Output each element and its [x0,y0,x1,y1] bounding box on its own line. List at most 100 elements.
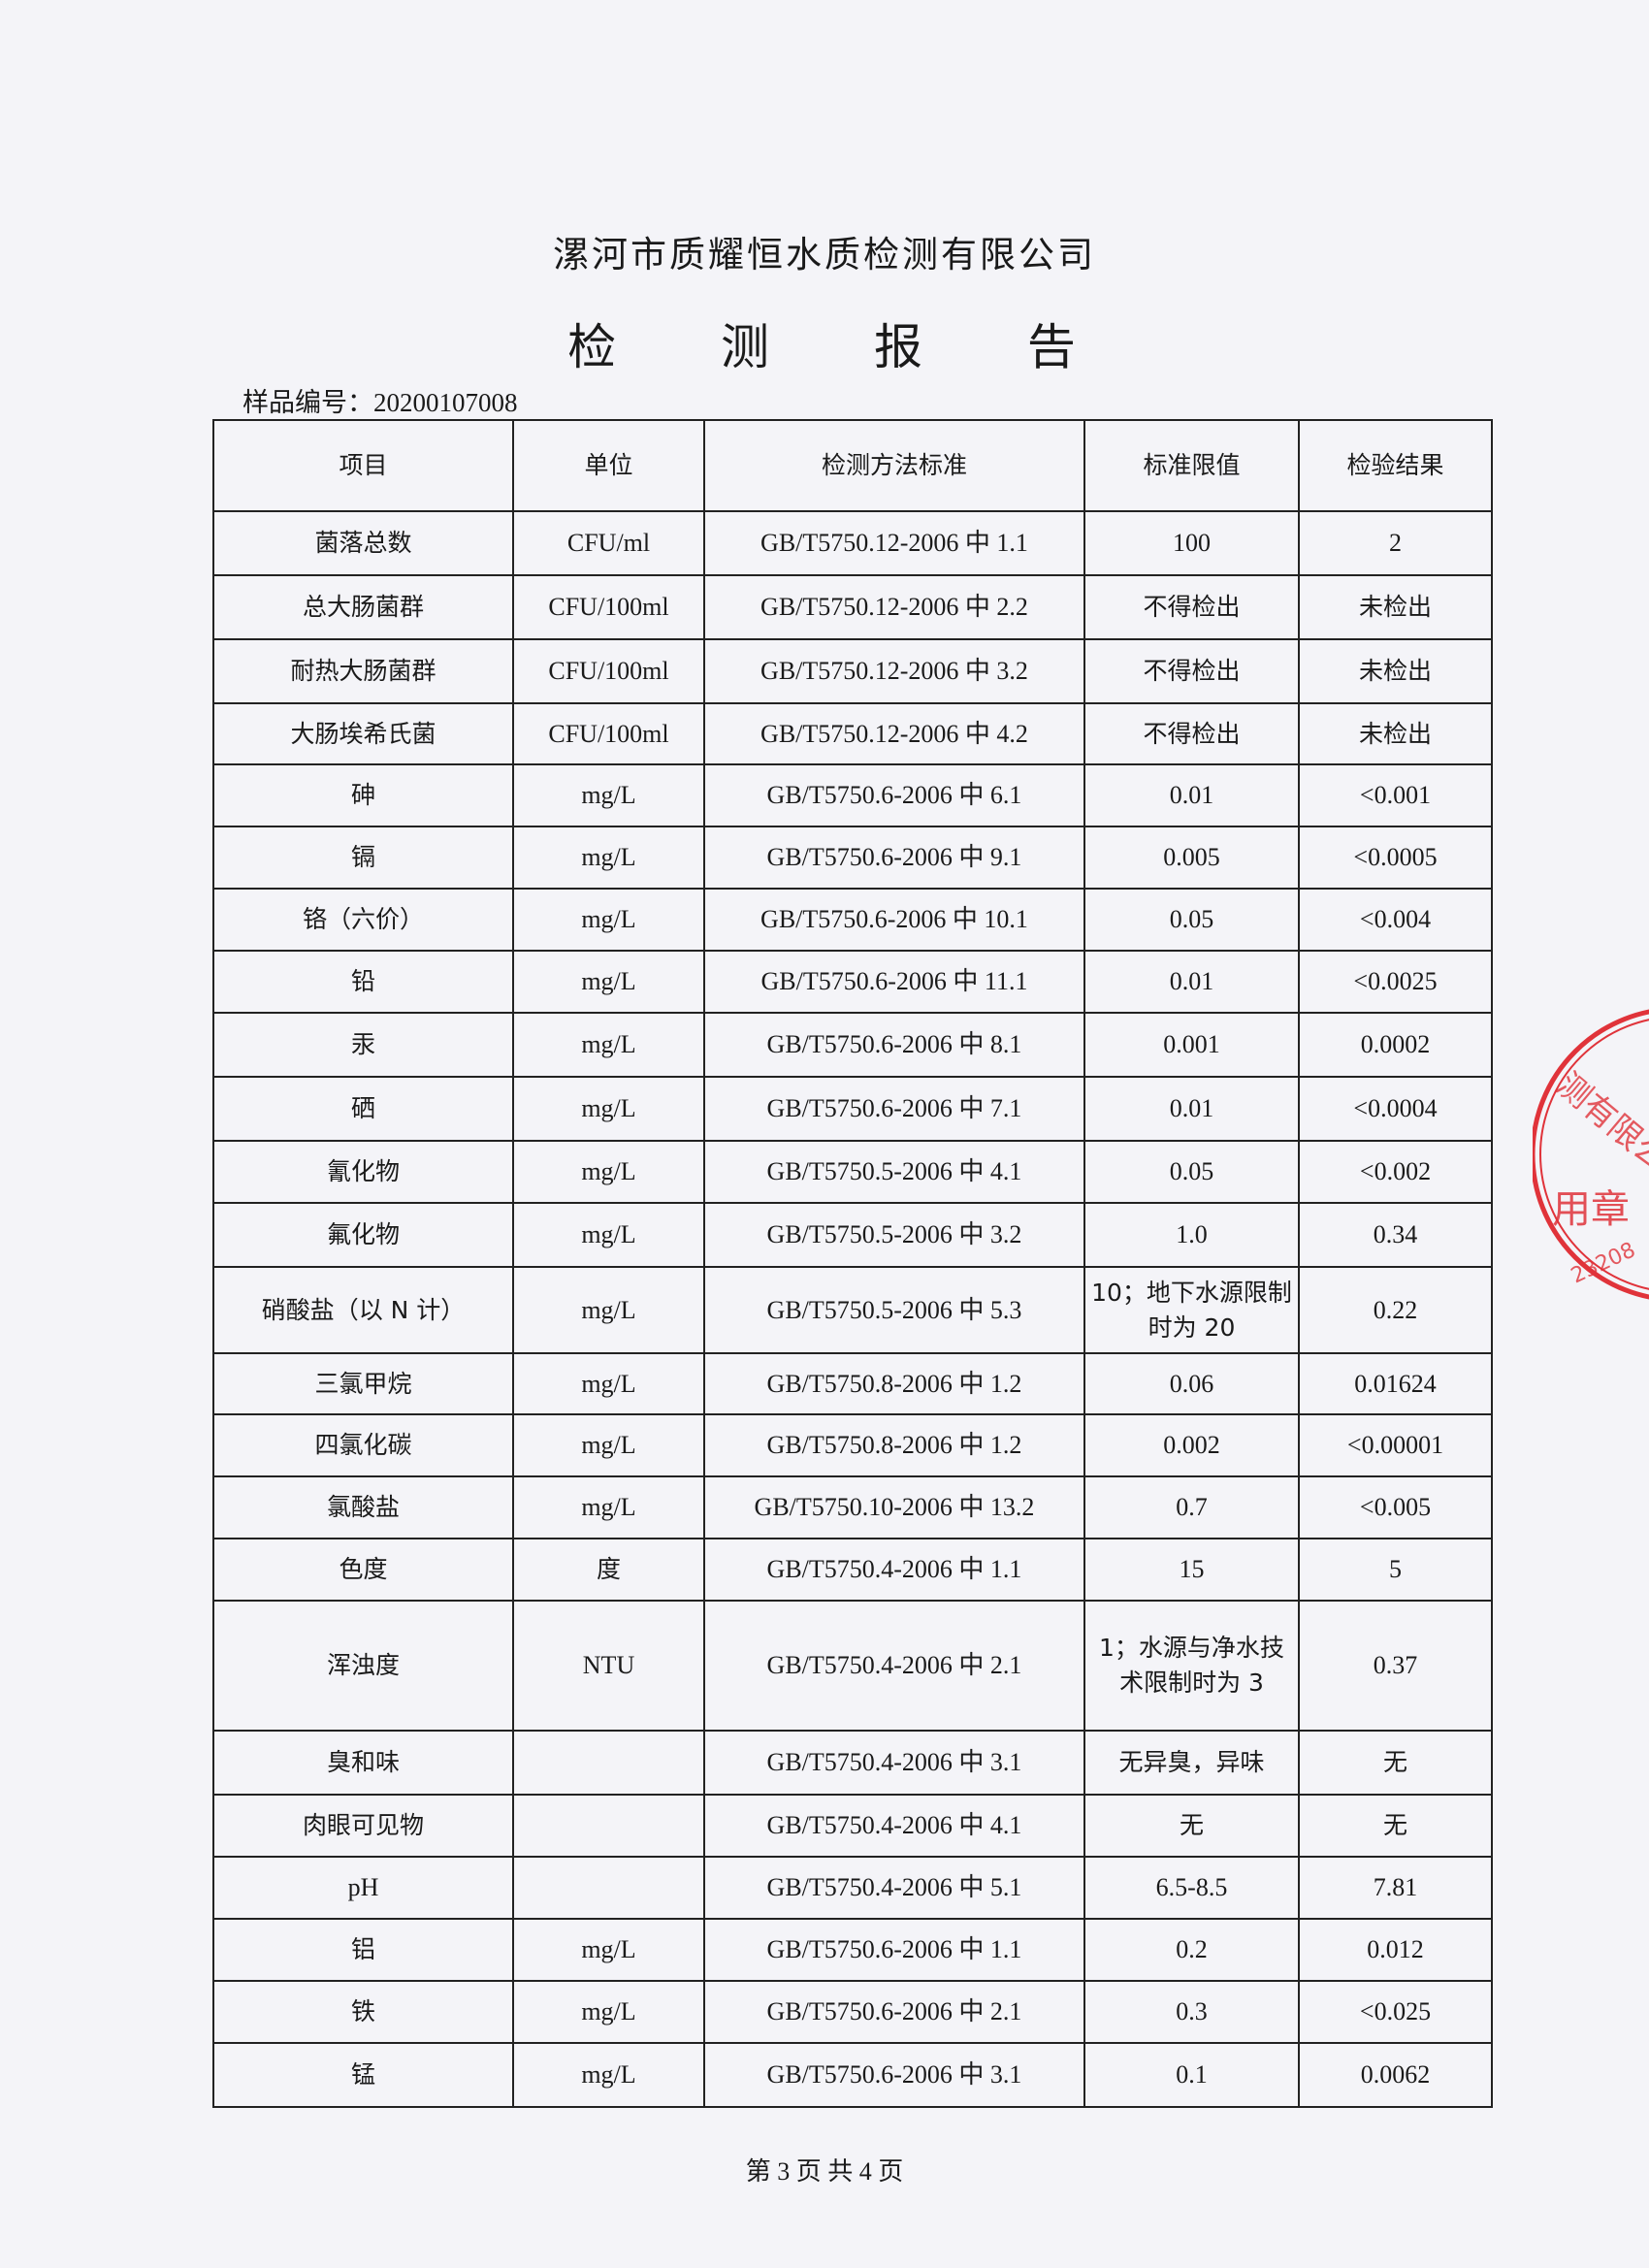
cell-method: GB/T5750.6-2006 中 2.1 [703,1980,1085,2044]
results-table: 项目 单位 检测方法标准 标准限值 检验结果 菌落总数 CFU/ml GB/T575… [212,419,1493,2108]
table-row: 大肠埃希氏菌 CFU/100ml GB/T5750.12-2006 中 4.2 不得检… [212,702,1493,765]
cell-item: 硝酸盐（以 N 计） [212,1266,514,1354]
cell-unit: mg/L [512,1140,705,1204]
cell-unit: CFU/ml [512,510,705,576]
cell-limit: 100 [1083,510,1300,576]
table-row: 浑浊度 NTU GB/T5750.4-2006 中 2.1 1；水源与净水技术限制时为… [212,1600,1493,1732]
cell-item: 总大肠菌群 [212,574,514,640]
cell-limit: 0.05 [1083,888,1300,952]
company-seal: 用章 测有限公 23208 [1533,1009,1649,1300]
cell-unit: mg/L [512,1980,705,2044]
cell-item: 锰 [212,2042,514,2108]
cell-result: <0.0004 [1298,1076,1493,1142]
cell-limit: 1；水源与净水技术限制时为 3 [1083,1600,1300,1732]
cell-limit: 0.7 [1083,1475,1300,1539]
cell-item: 四氯化碳 [212,1413,514,1477]
cell-unit: CFU/100ml [512,702,705,765]
cell-item: 三氯甲烷 [212,1352,514,1415]
cell-result: 0.01624 [1298,1352,1493,1415]
cell-unit: mg/L [512,2042,705,2108]
cell-limit: 10；地下水源限制时为 20 [1083,1266,1300,1354]
cell-limit: 0.001 [1083,1012,1300,1078]
col-limit: 标准限值 [1083,419,1300,512]
cell-item: 臭和味 [212,1730,514,1796]
cell-unit [512,1730,705,1796]
cell-result: 0.37 [1298,1600,1493,1732]
cell-result: <0.002 [1298,1140,1493,1204]
table-row: 臭和味 GB/T5750.4-2006 中 3.1 无异臭，异味无 [212,1730,1493,1796]
cell-limit: 不得检出 [1083,574,1300,640]
company-name: 漯河市质耀恒水质检测有限公司 [553,234,1096,275]
table-row: 锰 mg/L GB/T5750.6-2006 中 3.1 0.1 0.0062 [212,2042,1493,2108]
cell-method: GB/T5750.4-2006 中 3.1 [703,1730,1085,1796]
cell-item: 氰化物 [212,1140,514,1204]
cell-method: GB/T5750.6-2006 中 10.1 [703,888,1085,952]
table-row: 四氯化碳 mg/L GB/T5750.8-2006 中 1.2 0.002 <0.000… [212,1413,1493,1477]
table-row: 耐热大肠菌群 CFU/100ml GB/T5750.12-2006 中 3.2 不得检… [212,638,1493,704]
cell-result: 7.81 [1298,1856,1493,1920]
table-row: 铁 mg/L GB/T5750.6-2006 中 2.1 0.3 <0.025 [212,1980,1493,2044]
table-row: 色度度 GB/T5750.4-2006 中 1.1 15 5 [212,1538,1493,1602]
cell-method: GB/T5750.6-2006 中 9.1 [703,826,1085,890]
cell-item: 氟化物 [212,1202,514,1268]
cell-item: 菌落总数 [212,510,514,576]
table-row: 砷 mg/L GB/T5750.6-2006 中 6.1 0.01 <0.001 [212,763,1493,827]
cell-unit: CFU/100ml [512,638,705,704]
table-row: 三氯甲烷 mg/L GB/T5750.8-2006 中 1.2 0.06 0.01624 [212,1352,1493,1415]
cell-result: <0.00001 [1298,1413,1493,1477]
table-row: 硝酸盐（以 N 计） mg/L GB/T5750.5-2006 中 5.3 10；地下… [212,1266,1493,1354]
sample-label: 样品编号： [242,388,373,418]
cell-unit: mg/L [512,1266,705,1354]
report-title: 检 测 报 告 [567,319,1120,375]
col-item: 项目 [212,419,514,512]
cell-result: <0.001 [1298,763,1493,827]
cell-limit: 不得检出 [1083,638,1300,704]
table-row: 硒 mg/L GB/T5750.6-2006 中 7.1 0.01 <0.0004 [212,1076,1493,1142]
table-header-row: 项目 单位 检测方法标准 标准限值 检验结果 [212,419,1493,512]
cell-limit: 无异臭，异味 [1083,1730,1300,1796]
cell-item: 肉眼可见物 [212,1794,514,1858]
cell-item: 铝 [212,1918,514,1982]
cell-unit: 度 [512,1538,705,1602]
cell-method: GB/T5750.8-2006 中 1.2 [703,1413,1085,1477]
cell-unit: mg/L [512,1475,705,1539]
cell-item: 硒 [212,1076,514,1142]
col-unit: 单位 [512,419,705,512]
cell-unit: mg/L [512,826,705,890]
cell-unit: mg/L [512,950,705,1014]
sample-number: 样品编号：20200107008 [242,381,518,419]
table-row: 氟化物 mg/L GB/T5750.5-2006 中 3.2 1.0 0.34 [212,1202,1493,1268]
cell-limit: 0.3 [1083,1980,1300,2044]
table-row: 总大肠菌群 CFU/100ml GB/T5750.12-2006 中 2.2 不得检出… [212,574,1493,640]
cell-item: 氯酸盐 [212,1475,514,1539]
cell-method: GB/T5750.6-2006 中 3.1 [703,2042,1085,2108]
cell-result: 未检出 [1298,638,1493,704]
cell-method: GB/T5750.6-2006 中 8.1 [703,1012,1085,1078]
cell-method: GB/T5750.12-2006 中 2.2 [703,574,1085,640]
table-row: 肉眼可见物 GB/T5750.4-2006 中 4.1 无无 [212,1794,1493,1858]
cell-method: GB/T5750.8-2006 中 1.2 [703,1352,1085,1415]
cell-item: 浑浊度 [212,1600,514,1732]
cell-item: pH [212,1856,514,1920]
cell-unit: mg/L [512,1012,705,1078]
cell-unit: mg/L [512,888,705,952]
cell-result: <0.004 [1298,888,1493,952]
table-row: 汞 mg/L GB/T5750.6-2006 中 8.1 0.001 0.0002 [212,1012,1493,1078]
sample-value: 20200107008 [373,388,518,417]
table-row: 氰化物 mg/L GB/T5750.5-2006 中 4.1 0.05 <0.002 [212,1140,1493,1204]
cell-limit: 0.01 [1083,1076,1300,1142]
cell-item: 铁 [212,1980,514,2044]
cell-item: 铬（六价） [212,888,514,952]
cell-limit: 0.005 [1083,826,1300,890]
cell-limit: 0.2 [1083,1918,1300,1982]
cell-limit: 0.05 [1083,1140,1300,1204]
cell-result: 0.012 [1298,1918,1493,1982]
svg-text:测有限公: 测有限公 [1549,1065,1649,1180]
cell-unit: CFU/100ml [512,574,705,640]
table-row: 铬（六价） mg/L GB/T5750.6-2006 中 10.1 0.05 <0.00… [212,888,1493,952]
cell-limit: 0.002 [1083,1413,1300,1477]
cell-method: GB/T5750.6-2006 中 7.1 [703,1076,1085,1142]
cell-result: 未检出 [1298,702,1493,765]
cell-result: 0.34 [1298,1202,1493,1268]
cell-result: <0.0025 [1298,950,1493,1014]
